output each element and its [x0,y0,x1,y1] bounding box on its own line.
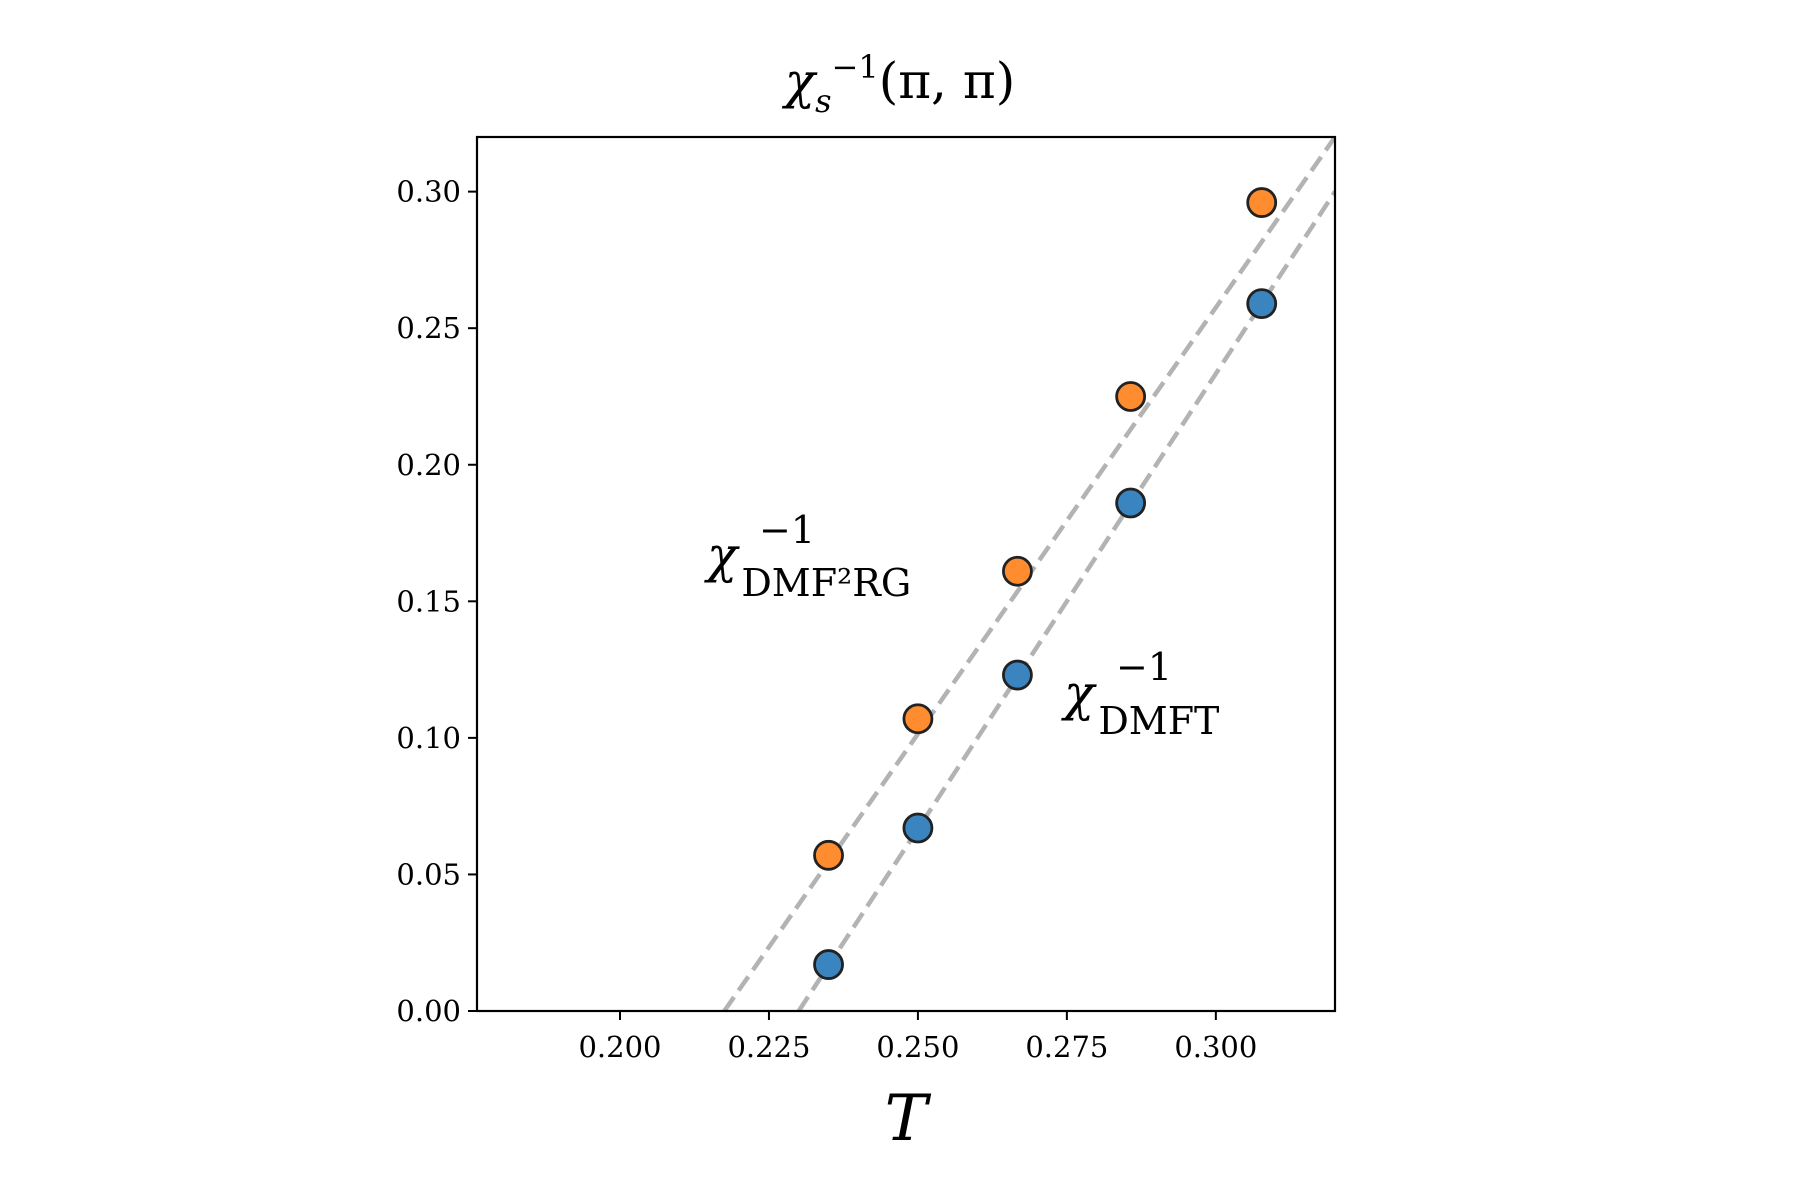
x-tick-label: 0.200 [578,1030,661,1064]
title-sub: s [815,82,831,120]
point-series-1 [813,949,844,980]
y-tick-label: 0.15 [396,584,461,618]
series-label-dmft: χ DMFT [1061,664,1219,743]
point-series-1 [1115,487,1147,519]
x-axis-label: T [885,1082,932,1156]
point-series-0 [1246,187,1278,218]
point-series-0 [1115,381,1147,412]
plot-frame [475,135,1337,1013]
chart-title: χs−1(π, π) [782,48,1015,120]
y-tick-label: 0.25 [396,311,461,345]
point-series-1 [1246,288,1278,320]
x-tick-label: 0.225 [727,1030,810,1064]
y-tick-label: 0.20 [396,448,461,482]
x-tick-label: 0.300 [1174,1030,1257,1064]
point-series-1 [902,812,934,844]
data-points [813,187,1278,980]
title-sup: −1 [832,48,879,86]
title-base: χ [782,52,818,110]
x-tick-label: 0.275 [1025,1030,1108,1064]
series-label-dmf2rg: χ DMF²RG [704,526,911,605]
title-args: (π, π) [879,52,1016,110]
point-series-0 [813,839,844,871]
point-series-0 [902,703,934,735]
point-series-1 [1002,659,1033,691]
fit-line-1 [796,190,1335,1011]
y-tick-label: 0.00 [396,994,461,1028]
series-label-dmft-sup: −1 [1116,645,1172,689]
x-tick-label: 0.250 [876,1030,959,1064]
y-tick-label: 0.30 [396,175,461,209]
y-tick-label: 0.10 [396,721,461,755]
y-axis: 0.00 0.05 0.10 0.15 0.20 0.25 0.30 [396,175,477,1028]
series-label-dmf2rg-sup: −1 [759,508,815,552]
x-axis: 0.200 0.225 0.250 0.275 0.300 [578,1011,1257,1064]
point-series-0 [1002,555,1033,587]
y-tick-label: 0.05 [396,857,461,891]
